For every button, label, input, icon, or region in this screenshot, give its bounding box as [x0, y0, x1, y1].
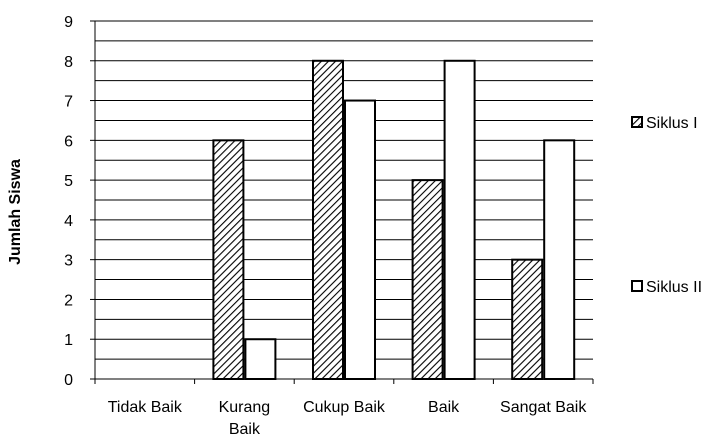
y-tick-label: 8: [64, 54, 73, 71]
x-category-label: Kurang Baik: [219, 399, 271, 438]
y-tick-label: 5: [64, 173, 73, 190]
y-tick-label: 9: [64, 14, 73, 31]
x-category-label-line: Kurang: [219, 399, 271, 416]
bars: [212, 59, 576, 381]
x-category-label-line: Sangat Baik: [500, 399, 587, 416]
bar-siklus-1: [511, 258, 544, 380]
y-tick-label: 2: [64, 292, 73, 309]
x-category-label: Sangat Baik: [500, 399, 587, 416]
x-category-label-line: Tidak Baik: [108, 399, 183, 416]
y-tick-label: 6: [64, 133, 73, 150]
y-tick-label: 1: [64, 332, 73, 349]
labels: 0 1 2 3 4 5 6 7 8 9 Tidak Baik Kurang Baik Cukup Baik…: [64, 14, 587, 438]
bar-siklus-2: [443, 59, 476, 381]
bar-siklus-2: [344, 99, 376, 381]
y-axis-title: Jumlah Siswa: [7, 159, 24, 265]
x-category-label: Cukup Baik: [303, 399, 386, 416]
y-tick-label: 3: [64, 253, 73, 270]
x-category-label-line: Baik: [229, 421, 261, 438]
x-category-label-line: Cukup Baik: [303, 399, 386, 416]
legend-swatch: [631, 280, 643, 292]
y-tick-label: 4: [64, 213, 73, 230]
bar-siklus-1: [411, 179, 444, 380]
legend: Siklus I Siklus II: [631, 115, 702, 296]
bar-siklus-2: [543, 139, 576, 380]
x-category-label: Baik: [428, 399, 460, 416]
x-category-label-line: Baik: [428, 399, 460, 416]
legend-swatch: [631, 116, 643, 128]
bar-siklus-2: [244, 338, 277, 381]
bar-siklus-1: [312, 59, 344, 381]
bar-siklus-1: [212, 139, 245, 380]
x-category-label: Tidak Baik: [108, 399, 183, 416]
y-tick-label: 7: [64, 94, 73, 111]
legend-label: Siklus I: [646, 115, 698, 132]
legend-label: Siklus II: [646, 279, 702, 296]
y-tick-label: 0: [64, 372, 73, 389]
